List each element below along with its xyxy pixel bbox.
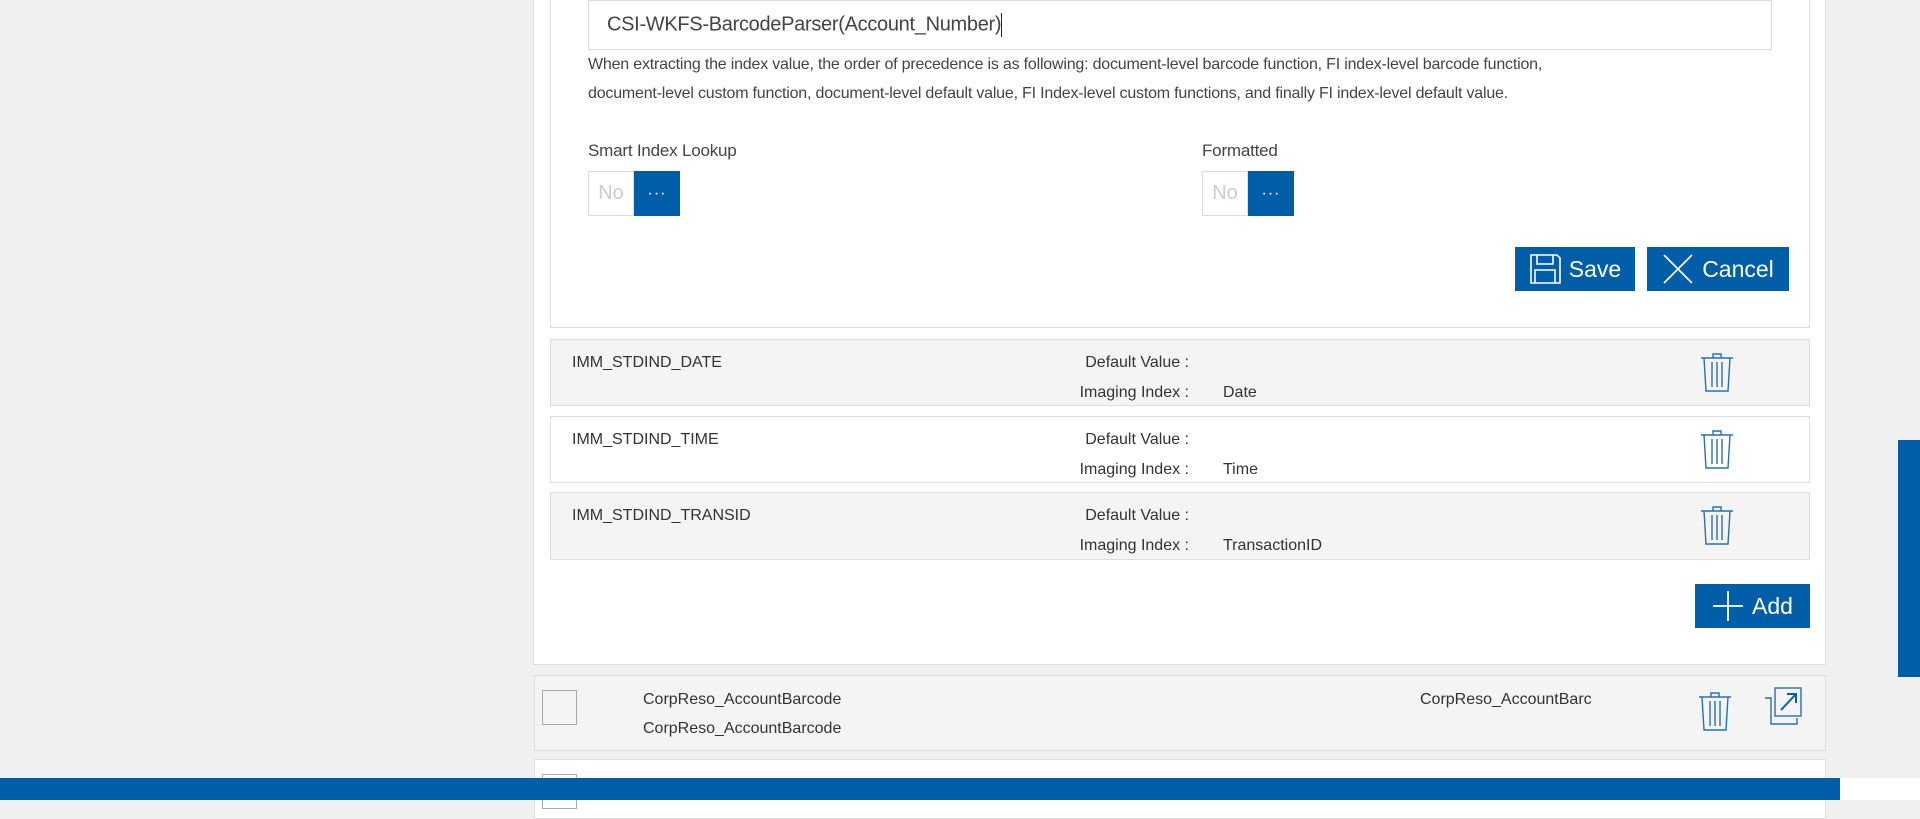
imaging-index-value: Time bbox=[1223, 461, 1258, 478]
smart-index-lookup-toggle[interactable]: No ··· bbox=[588, 171, 680, 216]
more-options-button[interactable]: ··· bbox=[1248, 171, 1294, 216]
trash-icon[interactable] bbox=[1698, 691, 1732, 731]
open-external-icon[interactable] bbox=[1763, 686, 1803, 726]
save-label: Save bbox=[1568, 255, 1622, 282]
default-value-label: Default Value : bbox=[1085, 431, 1189, 448]
index-name: IMM_STDIND_TRANSID bbox=[572, 507, 751, 524]
plus-icon bbox=[1713, 591, 1744, 621]
formatted-toggle[interactable]: No ··· bbox=[1202, 171, 1294, 216]
formatted-label: Formatted bbox=[1202, 141, 1278, 160]
imaging-index-value: Date bbox=[1223, 384, 1257, 401]
index-row: IMM_STDIND_TIME Default Value : Imaging … bbox=[550, 416, 1810, 483]
imaging-index-label: Imaging Index : bbox=[1079, 537, 1189, 554]
index-name: IMM_STDIND_TIME bbox=[572, 431, 719, 448]
help-line-2: document-level custom function, document… bbox=[588, 85, 1508, 102]
bottom-bar bbox=[0, 778, 1840, 800]
side-scroll-tab[interactable] bbox=[1898, 440, 1920, 677]
index-name: IMM_STDIND_DATE bbox=[572, 354, 722, 371]
close-icon bbox=[1663, 254, 1693, 284]
add-label: Add bbox=[1752, 592, 1793, 619]
document-name: CorpReso_AccountBarcode bbox=[643, 691, 842, 708]
smart-index-lookup-label: Smart Index Lookup bbox=[588, 141, 737, 160]
function-value: CSI-WKFS-BarcodeParser(Account_Number) bbox=[607, 13, 1002, 36]
document-row: CorpReso_AccountBarcode CorpReso_Account… bbox=[534, 675, 1826, 751]
bottom-corner bbox=[1840, 778, 1920, 800]
trash-icon[interactable] bbox=[1700, 505, 1734, 545]
cancel-label: Cancel bbox=[1702, 255, 1774, 282]
document-description: CorpReso_AccountBarcode bbox=[643, 720, 842, 737]
document-code: CorpReso_AccountBarc bbox=[1420, 691, 1592, 708]
text-caret bbox=[1001, 13, 1003, 37]
imaging-index-label: Imaging Index : bbox=[1079, 461, 1189, 478]
precedence-help-text: When extracting the index value, the ord… bbox=[588, 50, 1788, 108]
cancel-button[interactable]: Cancel bbox=[1647, 247, 1789, 291]
row-checkbox[interactable] bbox=[542, 690, 577, 725]
index-row: IMM_STDIND_TRANSID Default Value : Imagi… bbox=[550, 492, 1810, 560]
default-value-label: Default Value : bbox=[1085, 507, 1189, 524]
index-row: IMM_STDIND_DATE Default Value : Imaging … bbox=[550, 339, 1810, 406]
toggle-value: No bbox=[1202, 171, 1248, 216]
toggle-value: No bbox=[588, 171, 634, 216]
save-button[interactable]: Save bbox=[1515, 247, 1635, 291]
barcode-function-input[interactable]: CSI-WKFS-BarcodeParser(Account_Number) bbox=[588, 0, 1772, 50]
imaging-index-value: TransactionID bbox=[1223, 537, 1322, 554]
trash-icon[interactable] bbox=[1700, 429, 1734, 469]
default-value-label: Default Value : bbox=[1085, 354, 1189, 371]
save-icon bbox=[1529, 254, 1561, 284]
imaging-index-label: Imaging Index : bbox=[1079, 384, 1189, 401]
add-button[interactable]: Add bbox=[1695, 584, 1810, 628]
trash-icon[interactable] bbox=[1700, 352, 1734, 392]
more-options-button[interactable]: ··· bbox=[634, 171, 680, 216]
help-line-1: When extracting the index value, the ord… bbox=[588, 56, 1543, 73]
